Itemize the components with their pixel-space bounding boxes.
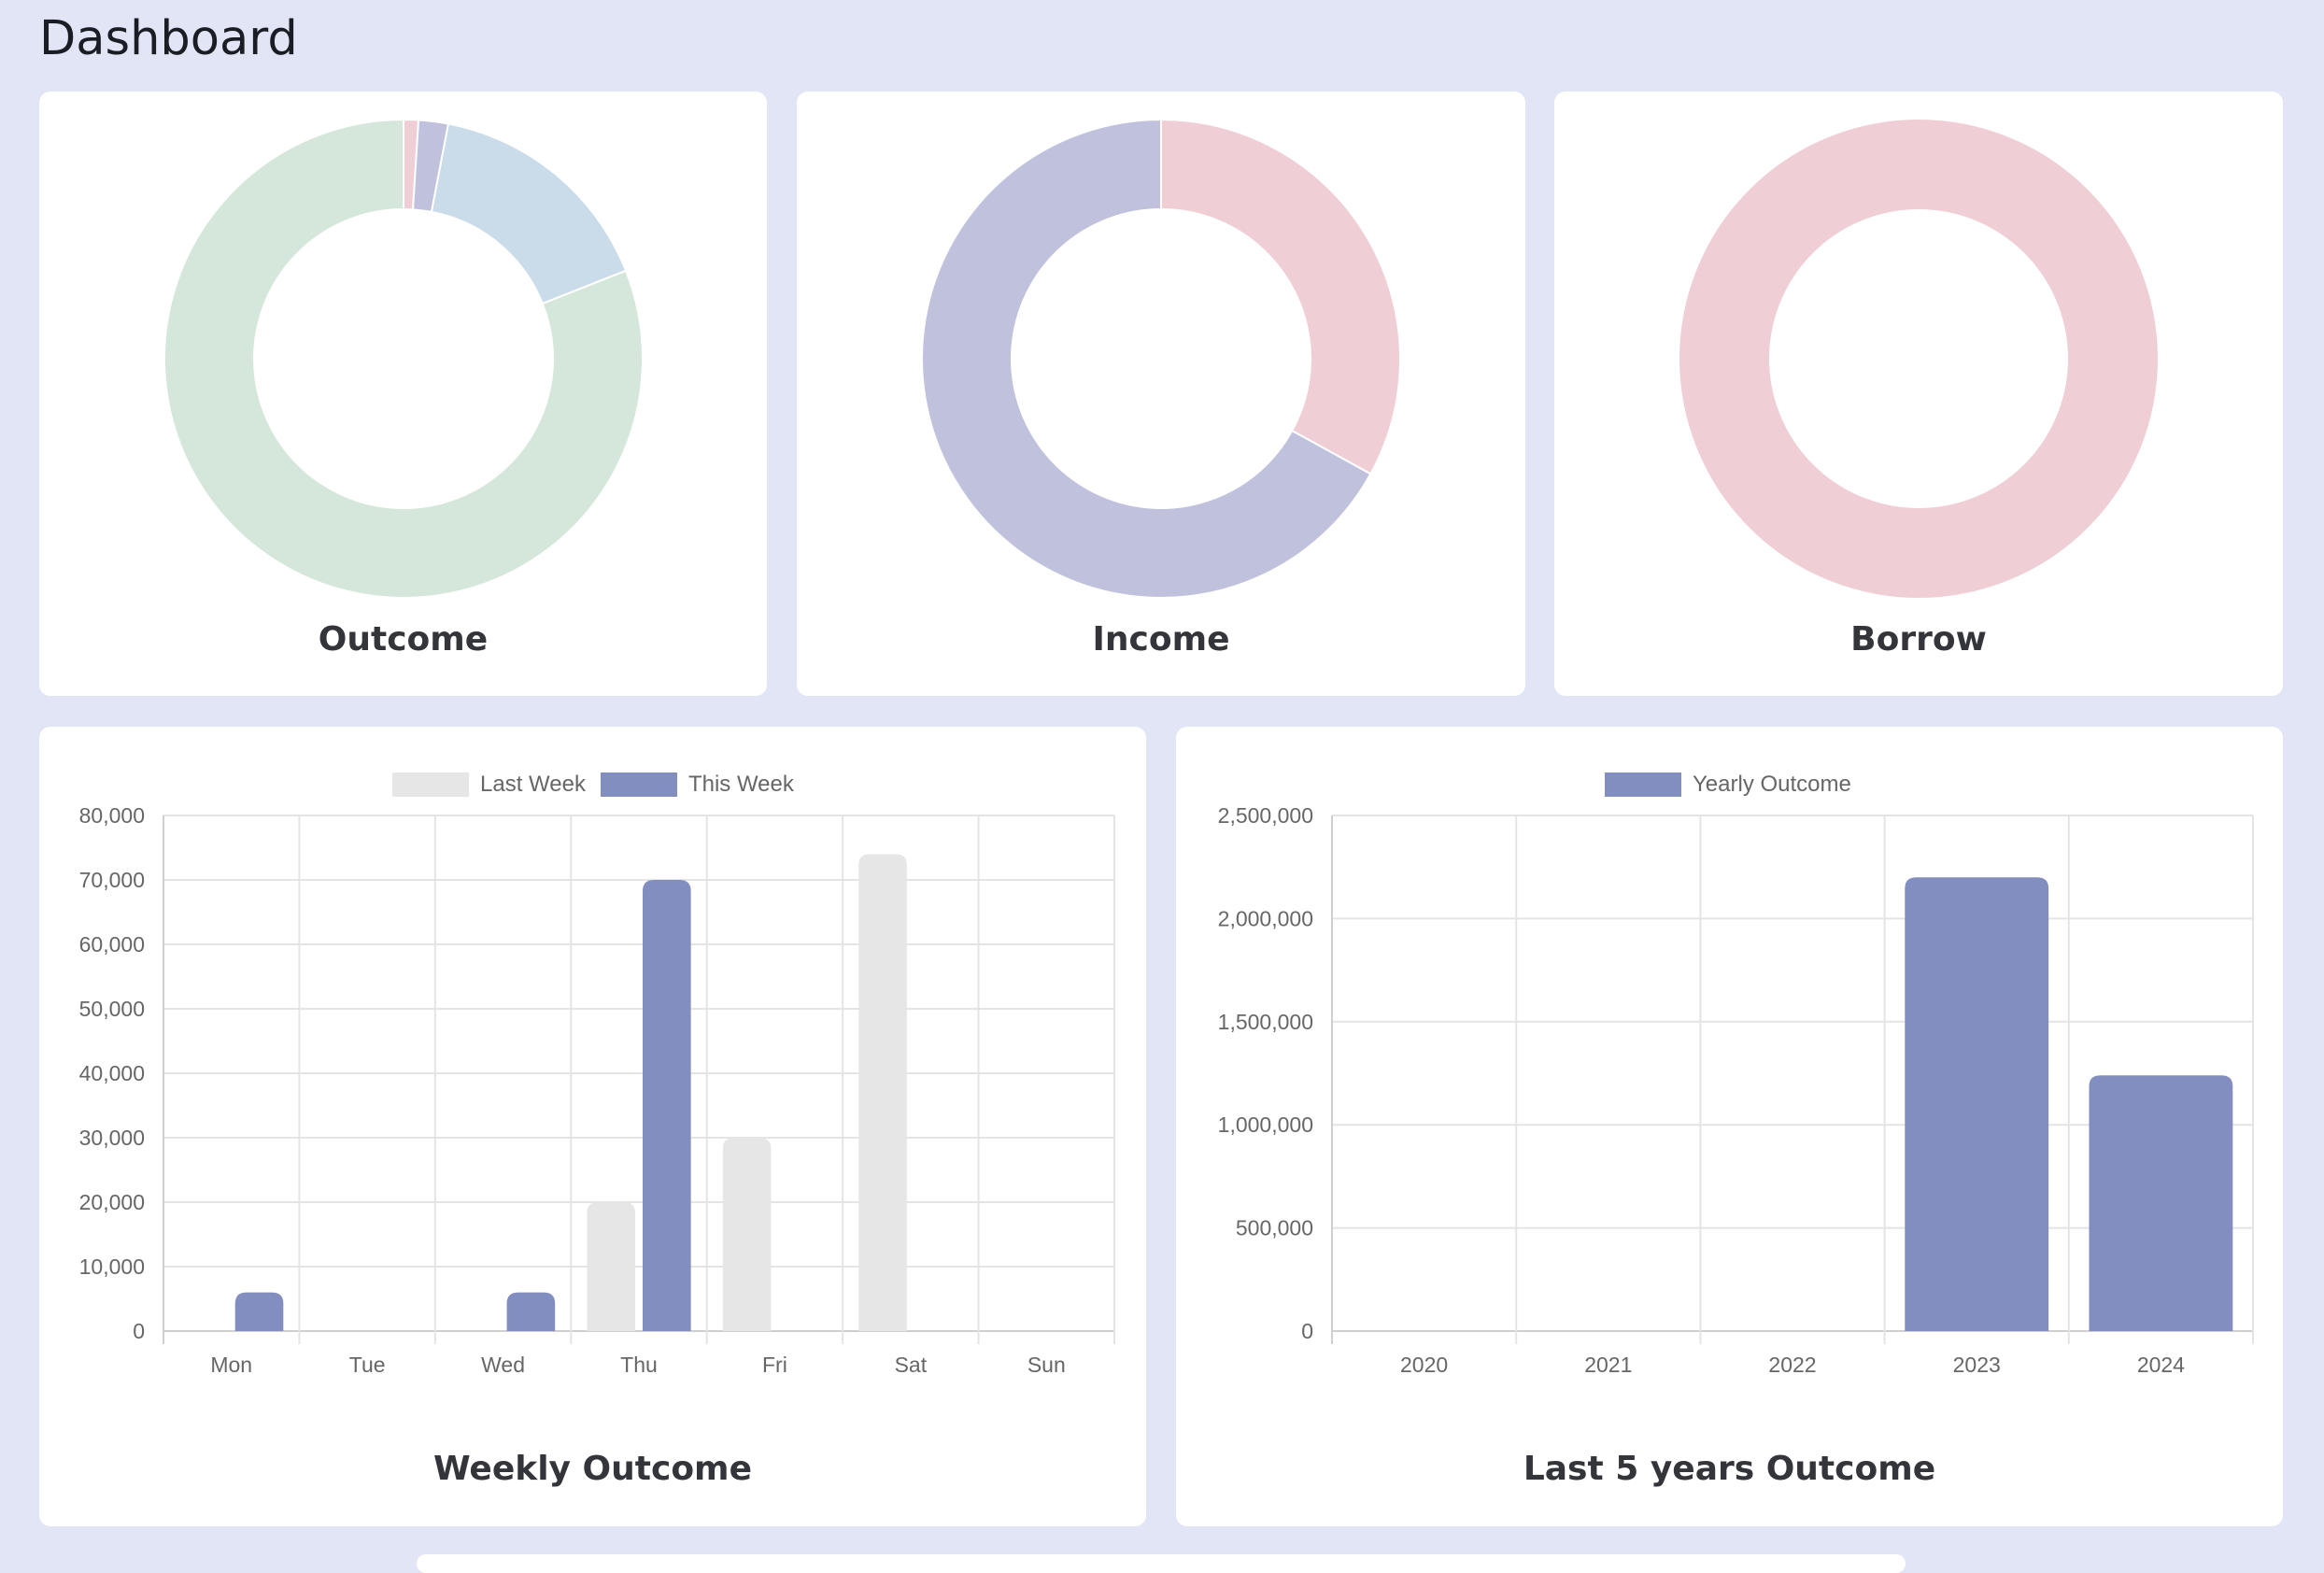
bar-this-week-wed[interactable] [506,1292,556,1331]
borrow-title: Borrow [1850,620,1987,659]
x-tick-label: 2023 [1953,1353,2001,1377]
y-tick-label: 1,000,000 [1218,1112,1313,1137]
x-tick-label: Mon [210,1353,252,1377]
x-tick-label: Wed [481,1353,525,1377]
y-tick-label: 0 [1301,1319,1313,1343]
y-tick-label: 2,000,000 [1218,906,1313,930]
x-tick-label: Thu [620,1353,658,1377]
outcome-slice-4[interactable] [163,118,644,599]
y-tick-label: 50,000 [79,997,145,1021]
y-tick-label: 10,000 [79,1254,145,1279]
y-tick-label: 20,000 [79,1190,145,1214]
legend-item-yearly-outcome[interactable]: Yearly Outcome [1605,772,1851,798]
weekly-legend: Last Week This Week [392,772,794,798]
bar-yearly-outcome-2024[interactable] [2089,1075,2233,1331]
bar-this-week-mon[interactable] [234,1292,284,1331]
x-tick-label: Tue [349,1353,386,1377]
borrow-slice-1[interactable] [1679,120,2158,598]
legend-item-last-week[interactable]: Last Week [392,772,586,798]
y-tick-label: 2,500,000 [1218,803,1313,828]
legend-swatch-last-week [392,772,469,797]
bar-this-week-thu[interactable] [643,880,691,1331]
y-tick-label: 80,000 [79,803,145,828]
income-donut-chart [921,118,1401,599]
yearly-bar-chart: 0 500,000 1,000,000 1,500,000 2,000,000 2,500… [1218,803,2254,1377]
legend-label-this-week: This Week [687,772,794,797]
income-slice-1[interactable] [1160,118,1401,475]
legend-label-yearly-outcome: Yearly Outcome [1693,772,1851,797]
y-tick-label: 40,000 [79,1061,145,1085]
legend-swatch-yearly-outcome [1605,772,1681,797]
y-tick-label: 500,000 [1236,1216,1313,1240]
bar-last-week-fri[interactable] [722,1138,772,1331]
y-tick-label: 60,000 [79,932,145,957]
weekly-outcome-card: 0 10,000 20,000 30,000 40,000 50,000 60,000 70,… [39,727,1146,1526]
legend-label-last-week: Last Week [480,772,586,797]
page-title: Dashboard [39,11,298,66]
bar-last-week-sat[interactable] [858,854,907,1331]
income-card: Income [797,92,1525,696]
outcome-donut-chart [163,118,644,599]
bar-last-week-thu[interactable] [587,1202,635,1331]
x-tick-label: Sun [1027,1353,1066,1377]
income-title: Income [1092,620,1230,659]
weekly-bar-chart: 0 10,000 20,000 30,000 40,000 50,000 60,000 70,… [79,803,1115,1377]
y-tick-label: 70,000 [79,868,145,892]
outcome-card: Outcome [39,92,767,696]
x-tick-label: 2024 [2137,1353,2185,1377]
yearly-legend: Yearly Outcome [1605,772,1851,798]
weekly-outcome-title: Weekly Outcome [433,1450,752,1488]
x-tick-label: 2020 [1400,1353,1448,1377]
legend-swatch-this-week [600,772,677,797]
x-tick-label: Fri [762,1353,787,1377]
bar-yearly-outcome-2023[interactable] [1905,877,2049,1331]
outcome-slice-3[interactable] [430,122,628,305]
x-tick-label: 2022 [1768,1353,1816,1377]
outcome-title: Outcome [318,620,489,659]
x-tick-label: 2021 [1584,1353,1632,1377]
next-card-edge [417,1554,1906,1573]
income-slice-2[interactable] [921,118,1372,599]
legend-item-this-week[interactable]: This Week [600,772,794,798]
y-tick-label: 0 [133,1319,145,1343]
borrow-donut-chart [1679,120,2158,598]
yearly-outcome-card: 0 500,000 1,000,000 1,500,000 2,000,000 2,500… [1176,727,2283,1526]
y-tick-label: 1,500,000 [1218,1010,1313,1034]
yearly-outcome-title: Last 5 years Outcome [1523,1450,1936,1488]
y-tick-label: 30,000 [79,1126,145,1150]
x-tick-label: Sat [895,1353,928,1377]
borrow-card: Borrow [1554,92,2283,696]
